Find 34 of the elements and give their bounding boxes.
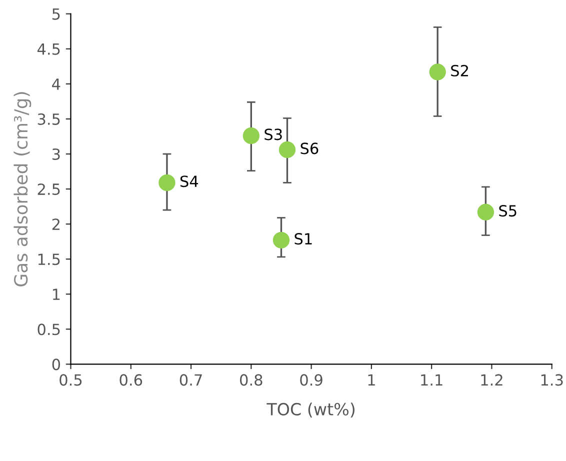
annotation: S3 (264, 128, 282, 140)
x-tick-label: 0.7 (180, 374, 202, 386)
y-tick-label: 5 (52, 8, 60, 20)
y-tick-label: 0 (52, 358, 60, 370)
y-tick-label: 0.5 (38, 324, 60, 336)
x-tick-label: 1.3 (541, 374, 563, 386)
x-axis-title: TOC (wt%) (266, 402, 354, 418)
y-tick-label: 3.5 (38, 113, 60, 125)
y-tick-label: 3 (52, 148, 60, 160)
point (242, 127, 260, 144)
y-tick-label: 2.5 (38, 183, 60, 196)
annotation: S1 (294, 233, 312, 245)
x-tick-label: 0.6 (120, 374, 142, 386)
x-tick-label: 1.2 (481, 374, 502, 386)
annotation: S5 (499, 205, 516, 217)
point (477, 204, 494, 220)
y-tick-label: 1.5 (38, 254, 60, 266)
y-tick-label: 1 (52, 288, 60, 300)
x-tick-label: 1.1 (421, 374, 442, 386)
annotation: S2 (451, 64, 468, 76)
point (158, 174, 176, 192)
point (429, 64, 446, 80)
y-axis-title: Gas adsorbed (cm³/g) (14, 92, 32, 286)
y-tick-label: 4 (52, 78, 60, 90)
x-tick-label: 1 (368, 374, 375, 386)
point (278, 141, 296, 158)
y-tick-label: 4.5 (37, 44, 60, 55)
x-tick-label: 0.9 (300, 374, 322, 386)
x-tick-label: 0.5 (60, 374, 82, 386)
y-tick-label: 2 (52, 218, 60, 230)
annotation: S4 (180, 176, 198, 188)
x-tick-label: 0.8 (240, 374, 262, 386)
point (272, 232, 290, 248)
annotation: S6 (300, 142, 318, 154)
